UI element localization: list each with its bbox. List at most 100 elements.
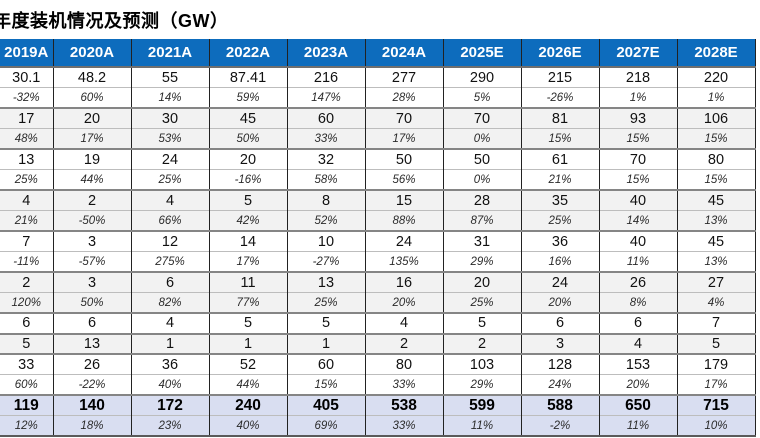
table-cell: 35 bbox=[520, 189, 599, 211]
table-cell: 1 bbox=[130, 332, 209, 354]
table-cell: 45 bbox=[676, 189, 756, 211]
table-cell: 11% bbox=[598, 415, 677, 437]
table-cell: 17% bbox=[676, 374, 756, 395]
table-cell: 70 bbox=[598, 148, 677, 170]
table-cell: 44% bbox=[52, 169, 131, 190]
table-cell: 5 bbox=[442, 312, 521, 334]
table-cell: 15% bbox=[286, 374, 365, 395]
table-cell: 8% bbox=[598, 292, 677, 313]
table-cell: 0% bbox=[442, 169, 521, 190]
table-row: -32% 60% 14% 59% 147% 28% 5% -26% 1% 1% bbox=[0, 87, 756, 108]
table-cell: 48% bbox=[0, 128, 53, 149]
table-cell: 599 bbox=[442, 394, 521, 416]
table-cell: 30.1 bbox=[0, 67, 53, 88]
table-cell: 32 bbox=[286, 148, 365, 170]
table-cell: 45 bbox=[676, 230, 756, 252]
table-cell: 17% bbox=[52, 128, 131, 149]
table-cell: 24 bbox=[130, 148, 209, 170]
table-cell: 15% bbox=[676, 169, 756, 190]
table-cell: 12% bbox=[0, 415, 53, 437]
table-row: 119 140 172 240 405 538 599 588 650 715 bbox=[0, 394, 756, 416]
table-row: 33 26 36 52 60 80 103 128 153 179 bbox=[0, 353, 756, 375]
table-cell: 82% bbox=[130, 292, 209, 313]
table-cell: 14 bbox=[208, 230, 287, 252]
table-cell: 7 bbox=[0, 230, 53, 252]
table-cell: 87.41 bbox=[208, 67, 287, 88]
table-title: 年度装机情况及预测（GW） bbox=[0, 11, 229, 31]
table-cell: 120% bbox=[0, 292, 53, 313]
table-cell: 220 bbox=[676, 67, 756, 88]
table-cell: 60% bbox=[0, 374, 53, 395]
column-header: 2023A bbox=[286, 39, 365, 68]
table-cell: 6 bbox=[52, 312, 131, 334]
table-cell: 25% bbox=[0, 169, 53, 190]
table-cell: 6 bbox=[598, 312, 677, 334]
table-cell: 16 bbox=[364, 271, 443, 293]
table-cell: 2 bbox=[442, 332, 521, 354]
table-cell: 13 bbox=[0, 148, 53, 170]
table-cell: 179 bbox=[676, 353, 756, 375]
table-cell: 20 bbox=[442, 271, 521, 293]
table-cell: 275% bbox=[130, 251, 209, 272]
column-header: 2020A bbox=[52, 39, 131, 68]
table-cell: 50 bbox=[442, 148, 521, 170]
table-cell: 215 bbox=[520, 67, 599, 88]
table-cell: 5 bbox=[208, 189, 287, 211]
table-cell: 20 bbox=[208, 148, 287, 170]
table-cell: 27 bbox=[676, 271, 756, 293]
table-cell: 40 bbox=[598, 230, 677, 252]
table-cell: 4 bbox=[0, 189, 53, 211]
table-cell: 12 bbox=[130, 230, 209, 252]
table-cell: 8 bbox=[286, 189, 365, 211]
table-cell: 60% bbox=[52, 87, 131, 108]
table-cell: 25% bbox=[286, 292, 365, 313]
table-cell: 5 bbox=[286, 312, 365, 334]
table-cell: 44% bbox=[208, 374, 287, 395]
table-cell: 56% bbox=[364, 169, 443, 190]
table-cell: 50% bbox=[52, 292, 131, 313]
table-cell: 277 bbox=[364, 67, 443, 88]
table-cell: 31 bbox=[442, 230, 521, 252]
table-row: 60% -22% 40% 44% 15% 33% 29% 24% 20% 17% bbox=[0, 374, 756, 395]
table-cell: 28% bbox=[364, 87, 443, 108]
table-cell: 80 bbox=[364, 353, 443, 375]
table-cell: 52 bbox=[208, 353, 287, 375]
table-cell: 70 bbox=[442, 107, 521, 129]
table-row: 30.1 48.2 55 87.41 216 277 290 215 218 220 bbox=[0, 67, 756, 88]
report-table-figure: 年度装机情况及预测（GW） 2019A 2020A 2021A 2022A 2023A 2… bbox=[0, 7, 760, 437]
table-cell: 36 bbox=[520, 230, 599, 252]
table-row: 25% 44% 25% -16% 58% 56% 0% 21% 15% 15% bbox=[0, 169, 756, 190]
column-header: 2027E bbox=[598, 39, 677, 68]
table-cell: 1 bbox=[286, 332, 365, 354]
table-cell: 40% bbox=[130, 374, 209, 395]
annual-capacity-table: 2019A 2020A 2021A 2022A 2023A 2024A 2025E 2026E… bbox=[0, 39, 756, 437]
table-cell: 25% bbox=[442, 292, 521, 313]
table-row: 17 20 30 45 60 70 70 81 93 106 bbox=[0, 107, 756, 129]
table-cell: 52% bbox=[286, 210, 365, 231]
table-cell: 61 bbox=[520, 148, 599, 170]
table-cell: 172 bbox=[130, 394, 209, 416]
table-cell: 5% bbox=[442, 87, 521, 108]
table-row: 48% 17% 53% 50% 33% 17% 0% 15% 15% 15% bbox=[0, 128, 756, 149]
table-cell: 24% bbox=[520, 374, 599, 395]
table-row: -11% -57% 275% 17% -27% 135% 29% 16% 11% 13% bbox=[0, 251, 756, 272]
table-cell: 153 bbox=[598, 353, 677, 375]
table-cell: 50% bbox=[208, 128, 287, 149]
table-cell: 538 bbox=[364, 394, 443, 416]
table-cell: 405 bbox=[286, 394, 365, 416]
table-cell: 15 bbox=[364, 189, 443, 211]
table-cell: 15% bbox=[598, 169, 677, 190]
table-cell: 28 bbox=[442, 189, 521, 211]
table-row: 21% -50% 66% 42% 52% 88% 87% 25% 14% 13% bbox=[0, 210, 756, 231]
table-cell: 21% bbox=[0, 210, 53, 231]
table-cell: 6 bbox=[130, 271, 209, 293]
table-cell: 3 bbox=[520, 332, 599, 354]
table-cell: 10% bbox=[676, 415, 756, 437]
table-cell: 216 bbox=[286, 67, 365, 88]
table-cell: 1 bbox=[208, 332, 287, 354]
table-cell: 29% bbox=[442, 374, 521, 395]
table-cell: 87% bbox=[442, 210, 521, 231]
table-row: 13 19 24 20 32 50 50 61 70 80 bbox=[0, 148, 756, 170]
table-cell: 218 bbox=[598, 67, 677, 88]
